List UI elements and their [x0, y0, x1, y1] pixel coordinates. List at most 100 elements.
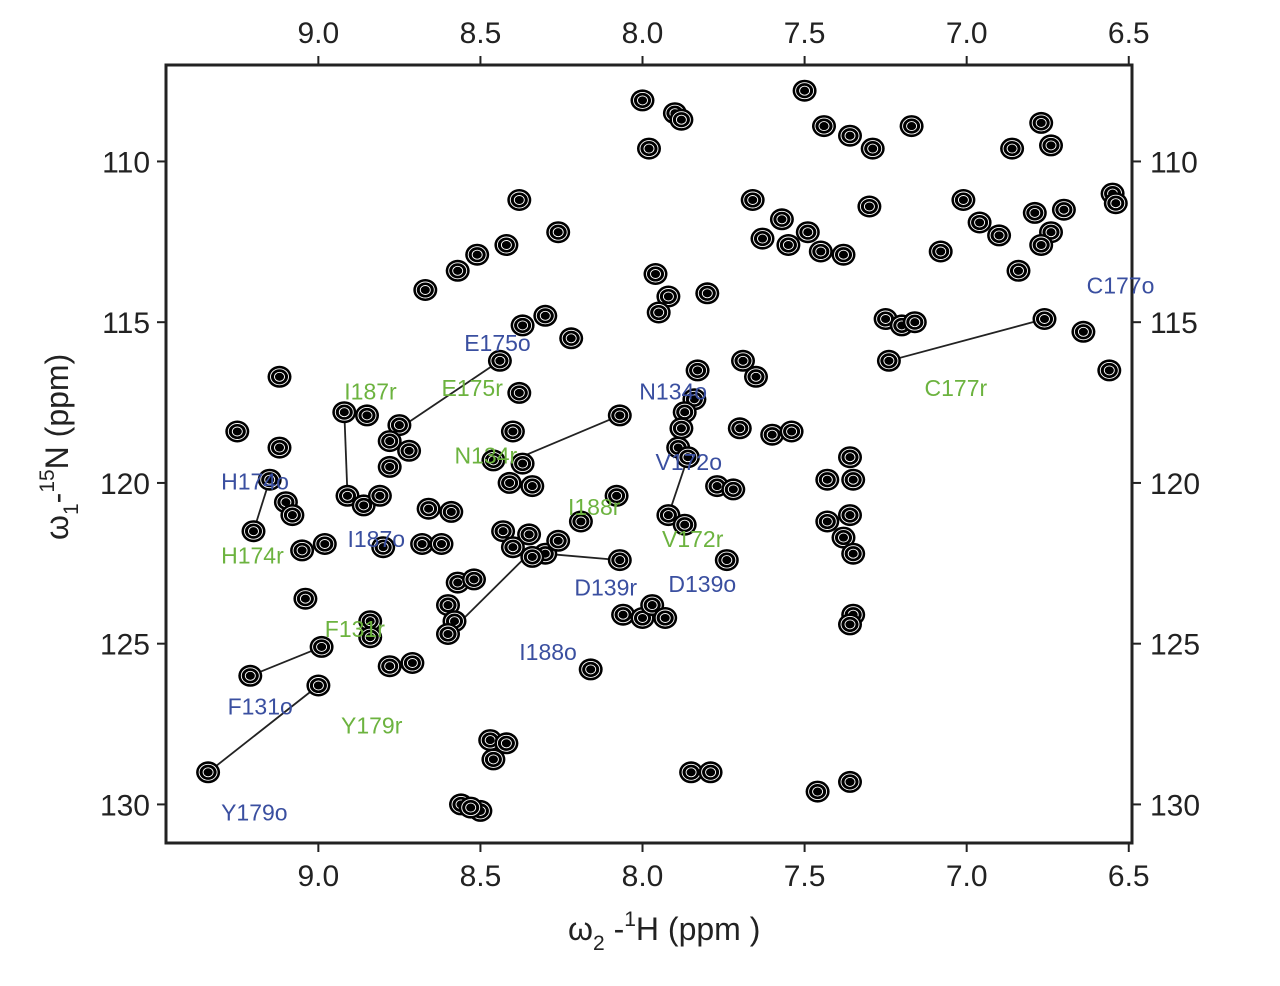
x-axis-title-main: ω — [568, 911, 593, 947]
peak — [500, 536, 525, 559]
peak — [487, 349, 512, 372]
y-tick-label-right: 130 — [1150, 789, 1200, 822]
peak — [494, 732, 519, 755]
peak — [769, 208, 794, 231]
peak — [306, 674, 331, 697]
peak — [1029, 234, 1054, 256]
x-axis-title-sup: 1 — [624, 908, 636, 931]
peak — [838, 770, 862, 793]
peak-annotation-label: Y179o — [221, 800, 288, 826]
x-tick-label-bottom: 8.5 — [460, 860, 502, 893]
y-axis-title: ω1-15N (ppm) — [36, 354, 83, 540]
peak — [1103, 192, 1128, 215]
peak — [679, 761, 704, 784]
peak — [808, 240, 833, 263]
peak-annotations: C177o C177r E175o E175r I187r N134o N134r V172o… — [221, 272, 1154, 825]
peak — [714, 549, 739, 572]
peak — [517, 523, 542, 546]
peak — [607, 404, 632, 427]
y-axis-title-sub: 1 — [60, 503, 83, 515]
peak — [436, 623, 460, 645]
peak — [1022, 201, 1047, 224]
peak — [1006, 259, 1031, 282]
peak — [371, 536, 396, 559]
y-tick-label-right: 110 — [1150, 146, 1198, 179]
peak-cluster — [196, 79, 1128, 822]
x-axis-title: ω2 -1H (ppm ) — [568, 908, 760, 955]
peak — [377, 455, 402, 478]
peak — [838, 124, 862, 147]
peak — [445, 259, 470, 282]
peak-annotation-label: C177r — [925, 375, 988, 401]
peak — [1051, 198, 1076, 221]
peak-annotation-label: I188o — [519, 639, 577, 665]
peak — [458, 796, 483, 819]
peak — [815, 510, 840, 533]
peak — [646, 301, 671, 324]
peak — [358, 610, 383, 633]
peak — [241, 520, 266, 543]
peak — [510, 314, 535, 337]
peak — [491, 520, 516, 543]
x-axis-title-sub: 2 — [593, 932, 605, 955]
peak-annotation-label: D139o — [668, 571, 736, 597]
peak-annotation-label: E175o — [464, 330, 531, 356]
peak — [928, 240, 953, 263]
peak — [698, 761, 723, 784]
peak — [630, 89, 655, 112]
peak — [578, 658, 603, 681]
peak — [520, 545, 545, 568]
peak — [546, 529, 571, 552]
peak — [497, 471, 522, 494]
peak — [439, 500, 464, 523]
peak-annotation-label: F131o — [228, 693, 293, 719]
peak-annotation-label: C177o — [1087, 272, 1155, 298]
connector-line — [512, 414, 621, 462]
peak-annotation-label: V172o — [656, 449, 723, 475]
peak — [559, 327, 584, 350]
y-axis-title-mid: - — [39, 493, 75, 504]
peak — [387, 414, 412, 437]
x-tick-label-bottom: 6.5 — [1108, 860, 1150, 893]
peak-annotation-label: I187o — [348, 526, 406, 552]
y-axis-title-sup: 15 — [36, 469, 59, 492]
peak — [792, 79, 817, 102]
peak — [815, 468, 840, 491]
peak — [672, 513, 697, 536]
y-axis-ticks: 110 110 115 115 120 120 125 125 130 130 — [100, 146, 1200, 822]
peak — [1039, 134, 1063, 157]
peak — [507, 189, 532, 211]
peak — [413, 279, 438, 301]
peak — [685, 359, 710, 382]
peak — [951, 189, 976, 211]
peak — [1097, 359, 1122, 382]
peak — [546, 221, 571, 244]
peak-annotation-label: F131r — [325, 616, 385, 642]
peak — [607, 549, 632, 572]
peak-annotation-label: I188r — [568, 494, 621, 520]
y-axis-title-tail: N (ppm) — [39, 354, 75, 470]
peak — [280, 504, 305, 527]
peak — [675, 446, 700, 469]
peak — [750, 227, 775, 250]
peak-annotation-label: V172r — [662, 526, 724, 552]
peak — [312, 533, 337, 555]
y-tick-label-left: 115 — [102, 307, 150, 340]
y-tick-label-right: 120 — [1150, 468, 1200, 501]
peak — [902, 311, 927, 334]
peak — [1071, 320, 1096, 343]
peak — [429, 533, 454, 555]
peak-annotation-label: E175r — [442, 375, 504, 401]
plot-frame — [164, 63, 1134, 845]
peak — [812, 115, 836, 138]
peak-annotation-label: N134r — [455, 443, 518, 469]
peak — [377, 430, 402, 453]
peak — [533, 304, 558, 327]
peak — [290, 539, 315, 562]
peak-annotation-label: H174r — [221, 542, 284, 568]
y-tick-label-left: 120 — [100, 468, 150, 501]
peak-annotation-label: N134o — [639, 378, 707, 404]
peak — [196, 761, 221, 784]
peak — [899, 115, 924, 138]
peak — [604, 484, 629, 507]
